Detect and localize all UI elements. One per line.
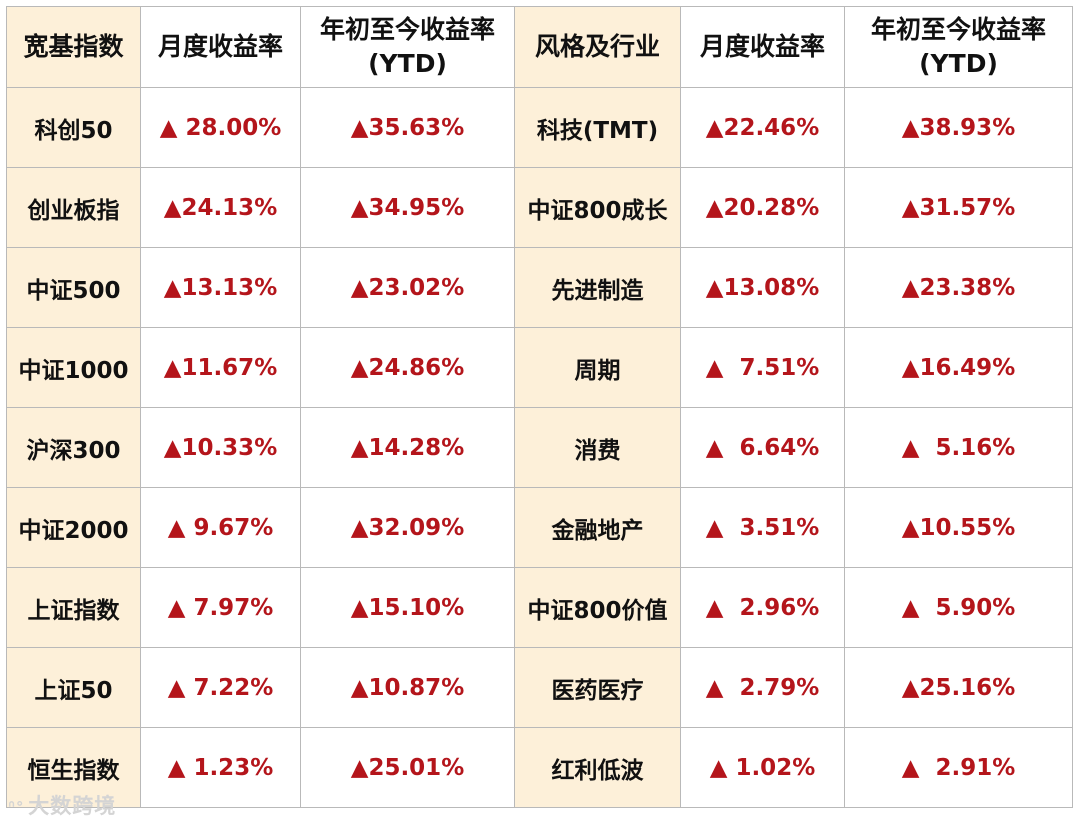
table-row: 沪深300 ▲10.33% ▲14.28% 消费 ▲ 6.64% ▲ 5.16% <box>6 407 1073 488</box>
style-monthly-return: ▲ 7.51% <box>680 327 845 408</box>
header-broad-monthly: 月度收益率 <box>140 6 301 88</box>
broad-monthly-return: ▲ 7.97% <box>140 567 301 648</box>
style-industry-name: 中证800价值 <box>514 567 681 648</box>
broad-ytd-return: ▲10.87% <box>300 647 515 728</box>
broad-monthly-return: ▲ 28.00% <box>140 87 301 168</box>
style-monthly-return: ▲ 6.64% <box>680 407 845 488</box>
header-row: 宽基指数 月度收益率 年初至今收益率 (YTD) 风格及行业 月度收益率 年初至今… <box>6 6 1073 88</box>
broad-ytd-return: ▲23.02% <box>300 247 515 328</box>
watermark-text: 大数跨境 <box>28 794 117 818</box>
style-ytd-return: ▲38.93% <box>844 87 1073 168</box>
broad-ytd-return: ▲25.01% <box>300 727 515 808</box>
header-style-ytd: 年初至今收益率 (YTD) <box>844 6 1073 88</box>
broad-ytd-return: ▲35.63% <box>300 87 515 168</box>
style-industry-name: 科技(TMT) <box>514 87 681 168</box>
broad-index-name: 中证2000 <box>6 487 141 568</box>
broad-index-name: 中证500 <box>6 247 141 328</box>
style-ytd-return: ▲ 2.91% <box>844 727 1073 808</box>
style-industry-name: 周期 <box>514 327 681 408</box>
table-row: 上证50 ▲ 7.22% ▲10.87% 医药医疗 ▲ 2.79% ▲25.16% <box>6 647 1073 728</box>
header-broad-index: 宽基指数 <box>6 6 141 88</box>
table-body: 科创50 ▲ 28.00% ▲35.63% 科技(TMT) ▲22.46% ▲38.93%… <box>6 87 1073 808</box>
style-monthly-return: ▲13.08% <box>680 247 845 328</box>
broad-index-name: 上证指数 <box>6 567 141 648</box>
style-monthly-return: ▲ 2.79% <box>680 647 845 728</box>
broad-monthly-return: ▲11.67% <box>140 327 301 408</box>
broad-monthly-return: ▲10.33% <box>140 407 301 488</box>
broad-index-name: 恒生指数 <box>6 727 141 808</box>
broad-ytd-return: ▲34.95% <box>300 167 515 248</box>
broad-index-name: 中证1000 <box>6 327 141 408</box>
style-ytd-return: ▲ 5.16% <box>844 407 1073 488</box>
watermark-logo-icon: ᐢᐤ <box>8 797 25 818</box>
header-style-industry: 风格及行业 <box>514 6 681 88</box>
table-row: 中证1000 ▲11.67% ▲24.86% 周期 ▲ 7.51% ▲16.49% <box>6 327 1073 408</box>
broad-monthly-return: ▲13.13% <box>140 247 301 328</box>
returns-table: 宽基指数 月度收益率 年初至今收益率 (YTD) 风格及行业 月度收益率 年初至今… <box>6 6 1073 808</box>
style-industry-name: 医药医疗 <box>514 647 681 728</box>
table-row: 科创50 ▲ 28.00% ▲35.63% 科技(TMT) ▲22.46% ▲38.93% <box>6 87 1073 168</box>
style-ytd-return: ▲ 5.90% <box>844 567 1073 648</box>
style-monthly-return: ▲ 2.96% <box>680 567 845 648</box>
broad-index-name: 上证50 <box>6 647 141 728</box>
style-ytd-return: ▲31.57% <box>844 167 1073 248</box>
broad-monthly-return: ▲ 9.67% <box>140 487 301 568</box>
style-ytd-return: ▲23.38% <box>844 247 1073 328</box>
broad-monthly-return: ▲ 1.23% <box>140 727 301 808</box>
style-monthly-return: ▲20.28% <box>680 167 845 248</box>
style-monthly-return: ▲ 3.51% <box>680 487 845 568</box>
style-industry-name: 中证800成长 <box>514 167 681 248</box>
table-row: 创业板指 ▲24.13% ▲34.95% 中证800成长 ▲20.28% ▲31.57% <box>6 167 1073 248</box>
table-row: 中证2000 ▲ 9.67% ▲32.09% 金融地产 ▲ 3.51% ▲10.55% <box>6 487 1073 568</box>
header-style-monthly: 月度收益率 <box>680 6 845 88</box>
style-monthly-return: ▲ 1.02% <box>680 727 845 808</box>
style-ytd-return: ▲10.55% <box>844 487 1073 568</box>
style-monthly-return: ▲22.46% <box>680 87 845 168</box>
style-industry-name: 先进制造 <box>514 247 681 328</box>
broad-ytd-return: ▲32.09% <box>300 487 515 568</box>
broad-monthly-return: ▲ 7.22% <box>140 647 301 728</box>
broad-ytd-return: ▲15.10% <box>300 567 515 648</box>
watermark: ᐢᐤ 大数跨境 <box>8 790 116 820</box>
header-broad-ytd: 年初至今收益率 (YTD) <box>300 6 515 88</box>
style-industry-name: 红利低波 <box>514 727 681 808</box>
style-industry-name: 金融地产 <box>514 487 681 568</box>
broad-index-name: 沪深300 <box>6 407 141 488</box>
style-ytd-return: ▲16.49% <box>844 327 1073 408</box>
style-ytd-return: ▲25.16% <box>844 647 1073 728</box>
broad-ytd-return: ▲24.86% <box>300 327 515 408</box>
broad-index-name: 科创50 <box>6 87 141 168</box>
broad-ytd-return: ▲14.28% <box>300 407 515 488</box>
broad-index-name: 创业板指 <box>6 167 141 248</box>
table-row: 中证500 ▲13.13% ▲23.02% 先进制造 ▲13.08% ▲23.38% <box>6 247 1073 328</box>
broad-monthly-return: ▲24.13% <box>140 167 301 248</box>
table-row: 恒生指数 ▲ 1.23% ▲25.01% 红利低波 ▲ 1.02% ▲ 2.91% <box>6 727 1073 808</box>
style-industry-name: 消费 <box>514 407 681 488</box>
table-row: 上证指数 ▲ 7.97% ▲15.10% 中证800价值 ▲ 2.96% ▲ 5.90% <box>6 567 1073 648</box>
